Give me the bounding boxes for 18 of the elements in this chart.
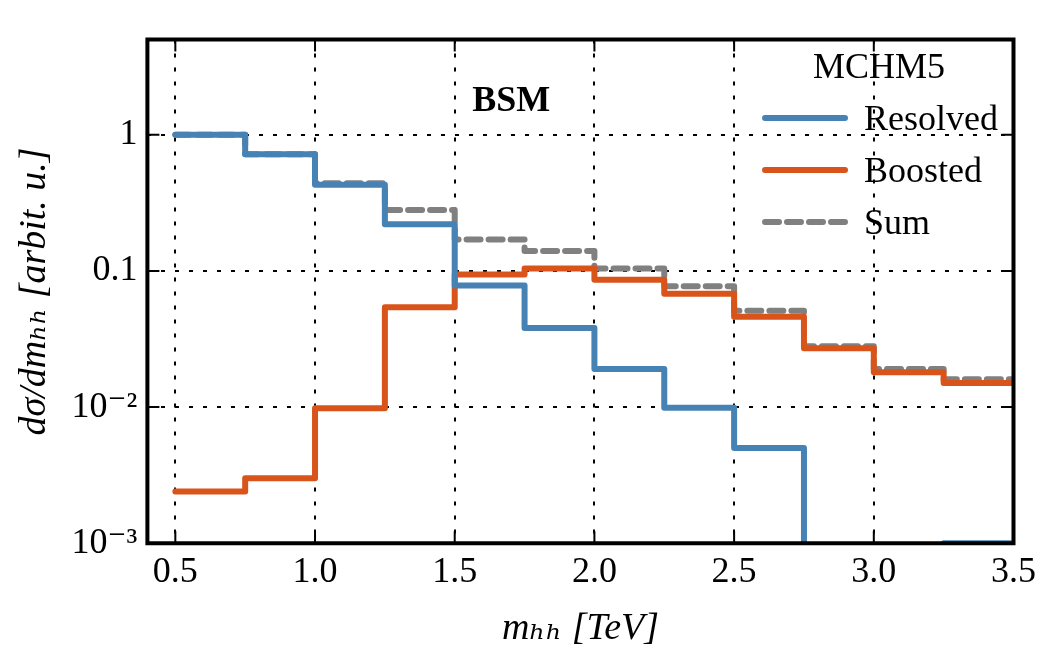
y-tick-label: 1 [119, 112, 138, 153]
legend-label: Sum [864, 201, 931, 244]
legend-title: MCHM5 [812, 45, 946, 88]
x-tick-label: 1.5 [432, 550, 478, 591]
x-tick-label: 3.5 [991, 550, 1036, 591]
x-tick-label: 1.0 [292, 550, 338, 591]
y-axis-title: dσ/dmₕₕ [arbit. u.] [10, 147, 53, 436]
x-tick-label: 3.0 [851, 550, 897, 591]
y-tick-label: 10⁻² [71, 384, 138, 425]
x-tick-label: 2.0 [571, 550, 617, 591]
x-axis-title: mₕₕ [TeV] [501, 605, 660, 648]
x-tick-label: 0.5 [152, 550, 198, 591]
legend-label: Boosted [864, 149, 983, 192]
y-tick-label: 10⁻³ [71, 520, 138, 561]
annotation: BSM [472, 78, 551, 119]
legend-label: Resolved [864, 97, 998, 140]
y-tick-label: 0.1 [92, 248, 138, 289]
x-tick-label: 2.5 [711, 550, 757, 591]
